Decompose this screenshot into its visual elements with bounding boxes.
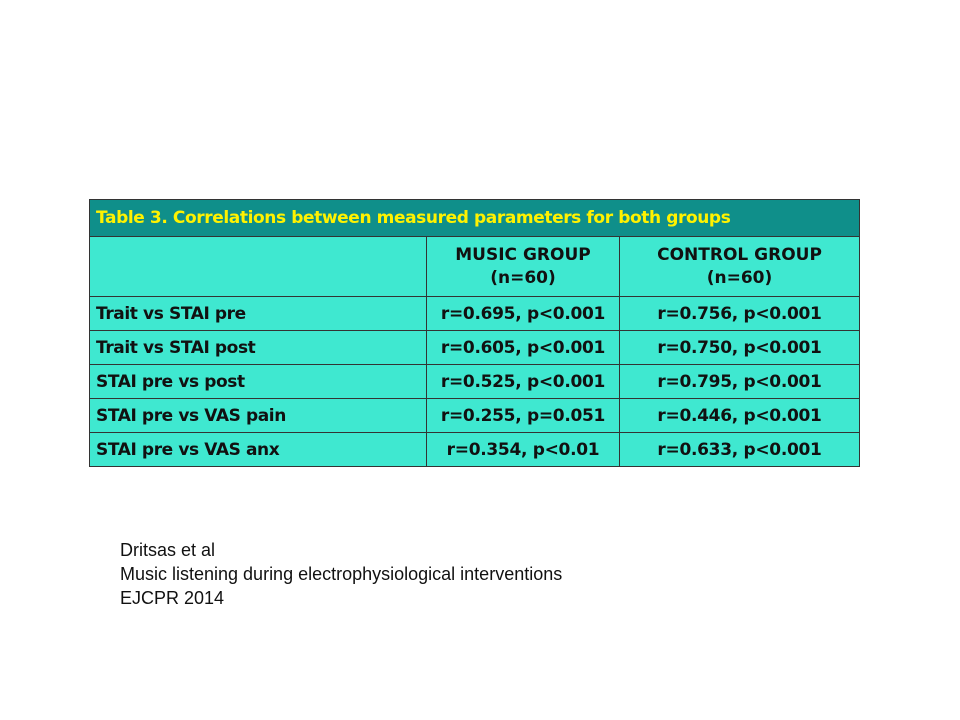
citation-caption: Dritsas et al Music listening during ele… bbox=[120, 538, 562, 610]
control-value: r=0.795, p<0.001 bbox=[618, 364, 861, 399]
caption-authors: Dritsas et al bbox=[120, 540, 216, 560]
caption-journal: EJCPR 2014 bbox=[120, 588, 225, 608]
caption-title: Music listening during electrophysiologi… bbox=[120, 564, 563, 584]
row-label: Trait vs STAI post bbox=[89, 330, 427, 365]
row-label: STAI pre vs VAS anx bbox=[89, 432, 427, 467]
row-label: STAI pre vs VAS pain bbox=[89, 398, 427, 433]
music-group-label: MUSIC GROUP bbox=[455, 244, 591, 265]
control-value: r=0.633, p<0.001 bbox=[618, 432, 861, 467]
table-header-row: MUSIC GROUP (n=60) CONTROL GROUP (n=60) bbox=[89, 236, 861, 297]
header-empty-cell bbox=[89, 236, 427, 297]
control-value: r=0.756, p<0.001 bbox=[618, 296, 861, 331]
control-group-label: CONTROL GROUP bbox=[657, 244, 822, 265]
table-row: STAI pre vs VAS pain r=0.255, p=0.051 r=… bbox=[89, 398, 861, 433]
control-value: r=0.750, p<0.001 bbox=[618, 330, 861, 365]
correlation-table: Table 3. Correlations between measured p… bbox=[88, 199, 861, 467]
header-control-group: CONTROL GROUP (n=60) bbox=[618, 236, 861, 297]
music-value: r=0.605, p<0.001 bbox=[426, 330, 620, 365]
control-group-n: (n=60) bbox=[706, 267, 773, 288]
table-row: Trait vs STAI pre r=0.695, p<0.001 r=0.7… bbox=[89, 296, 861, 331]
music-value: r=0.255, p=0.051 bbox=[426, 398, 620, 433]
music-value: r=0.354, p<0.01 bbox=[426, 432, 620, 467]
table-row: STAI pre vs post r=0.525, p<0.001 r=0.79… bbox=[89, 364, 861, 399]
row-label: STAI pre vs post bbox=[89, 364, 427, 399]
music-value: r=0.525, p<0.001 bbox=[426, 364, 620, 399]
header-music-group: MUSIC GROUP (n=60) bbox=[426, 236, 620, 297]
table-row: STAI pre vs VAS anx r=0.354, p<0.01 r=0.… bbox=[89, 432, 861, 467]
table-row: Trait vs STAI post r=0.605, p<0.001 r=0.… bbox=[89, 330, 861, 365]
music-value: r=0.695, p<0.001 bbox=[426, 296, 620, 331]
row-label: Trait vs STAI pre bbox=[89, 296, 427, 331]
control-value: r=0.446, p<0.001 bbox=[618, 398, 861, 433]
table-title-row: Table 3. Correlations between measured p… bbox=[88, 199, 861, 237]
music-group-n: (n=60) bbox=[490, 267, 556, 288]
table-title: Table 3. Correlations between measured p… bbox=[88, 199, 861, 237]
